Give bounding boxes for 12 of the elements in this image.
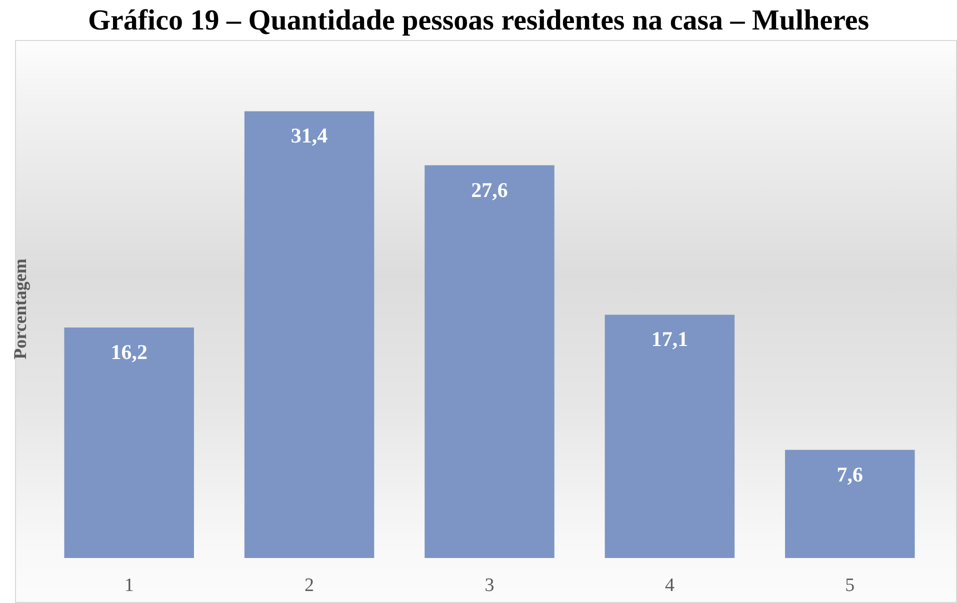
data-label: 31,4 [290, 124, 328, 148]
x-tick-label: 2 [304, 575, 314, 596]
x-tick-label: 3 [484, 575, 494, 596]
chart-title: Gráfico 19 – Quantidade pessoas residentes na casa – Mulheres [88, 4, 870, 36]
data-label: 7,6 [836, 462, 864, 486]
data-label: 17,1 [651, 327, 688, 352]
data-label: 27,6 [471, 178, 508, 202]
x-tick-label: 5 [845, 575, 855, 596]
x-tick-label: 4 [664, 575, 675, 596]
x-tick-label: 1 [124, 575, 134, 596]
y-axis-title: Porcentagem [10, 258, 30, 360]
data-label: 16,2 [110, 340, 148, 364]
